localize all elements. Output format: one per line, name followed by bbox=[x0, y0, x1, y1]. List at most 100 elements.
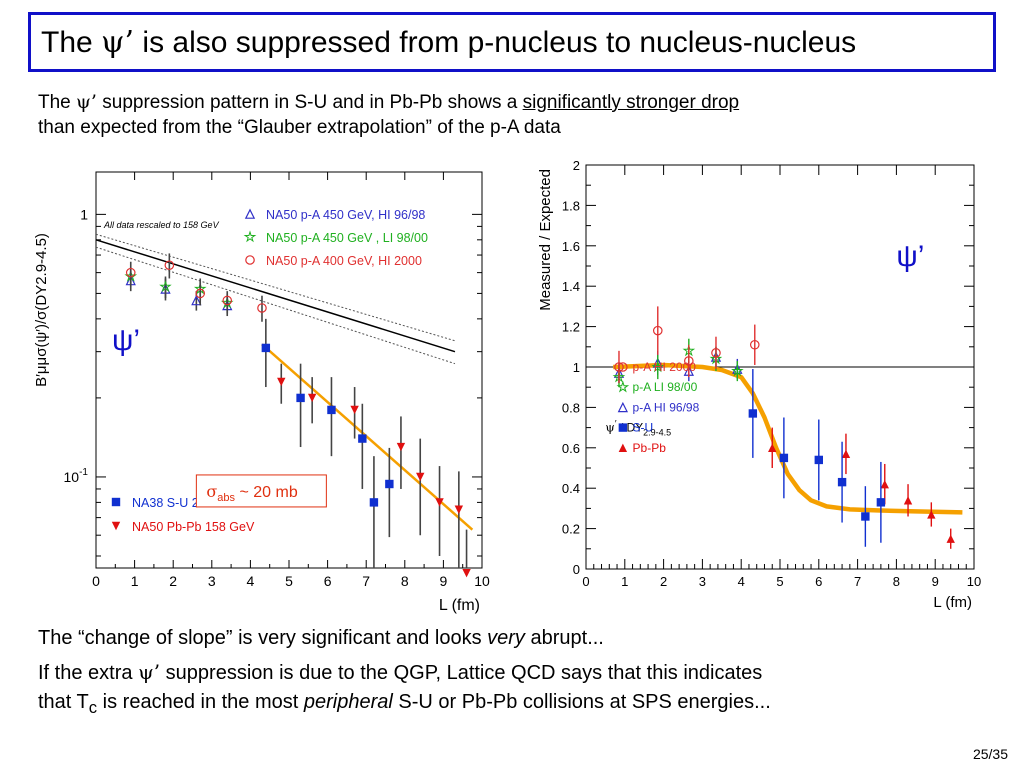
legend-label: NA50 p-A 450 GeV , LI 98/00 bbox=[266, 231, 428, 245]
data-point bbox=[385, 479, 394, 489]
data-point bbox=[779, 453, 789, 463]
slide-title: The ψ’ is also suppressed from p-nucleus… bbox=[41, 25, 857, 60]
x-tick-label: 10 bbox=[474, 573, 490, 589]
data-point bbox=[841, 449, 851, 459]
data-point bbox=[222, 295, 233, 306]
data-point bbox=[416, 472, 425, 482]
right-chart: 0 1 2 3 4 5 6 7 8 9 10 0 0.2 0.4 0.6 0.8 1 1.2 1.4 1.6 1.8 2 L… bbox=[537, 158, 981, 611]
x-tick-label: 1 bbox=[131, 573, 139, 589]
x-tick-label: 1 bbox=[621, 574, 628, 589]
bottom-line-3: that Tc is reached in the most periphera… bbox=[38, 691, 771, 717]
y-tick-label: 10-1 bbox=[64, 467, 89, 485]
x-tick-label: 4 bbox=[738, 574, 745, 589]
x-tick-label: 7 bbox=[854, 574, 861, 589]
series-1 bbox=[748, 369, 886, 547]
y-axis-label: B′μμσ(ψ′)/σ(DY2.9-4.5) bbox=[33, 233, 50, 387]
data-point bbox=[125, 267, 136, 278]
data-point bbox=[927, 510, 936, 519]
data-point bbox=[614, 362, 624, 372]
legend-label: p-A HI 96/98 bbox=[633, 400, 700, 414]
data-point bbox=[435, 498, 444, 507]
x-tick-label: 5 bbox=[776, 574, 783, 589]
data-point bbox=[651, 360, 665, 373]
y-tick-label: 1.6 bbox=[562, 239, 580, 254]
data-point bbox=[814, 455, 823, 465]
data-point bbox=[876, 498, 886, 507]
data-point bbox=[191, 294, 202, 306]
legend-marker bbox=[618, 423, 628, 432]
legend-marker bbox=[111, 521, 121, 531]
data-point bbox=[164, 260, 175, 271]
y-tick-label: 0.8 bbox=[562, 400, 580, 415]
series-4 bbox=[277, 363, 471, 578]
rescale-note: All data rescaled to 158 GeV bbox=[103, 220, 220, 230]
data-point bbox=[768, 443, 777, 452]
data-point bbox=[261, 343, 271, 353]
x-axis-label: L (fm) bbox=[933, 594, 972, 611]
y-tick-label: 1.8 bbox=[562, 198, 580, 213]
y-tick-label: 1.2 bbox=[562, 320, 580, 335]
y-axis-label: Measured / Expected bbox=[537, 169, 554, 311]
data-point bbox=[837, 477, 847, 487]
legend-marker bbox=[618, 443, 628, 452]
x-tick-label: 6 bbox=[324, 573, 332, 589]
intro-line-2: than expected from the “Glauber extrapol… bbox=[38, 117, 561, 138]
sigma-label: σabs ~ 20 mb bbox=[206, 482, 297, 504]
data-point bbox=[350, 405, 359, 415]
series-4 bbox=[614, 306, 760, 384]
legend-marker bbox=[245, 255, 255, 265]
x-tick-label: 2 bbox=[169, 573, 177, 589]
data-point bbox=[358, 434, 367, 443]
data-point bbox=[748, 409, 758, 418]
data-point bbox=[257, 303, 267, 313]
x-tick-label: 3 bbox=[699, 574, 706, 589]
data-point bbox=[396, 442, 406, 452]
bottom-line-1: The “change of slope” is very significan… bbox=[38, 627, 604, 649]
glauber-line bbox=[95, 239, 456, 353]
x-tick-label: 7 bbox=[362, 573, 370, 589]
glauber-upper-band bbox=[95, 233, 456, 342]
data-point bbox=[903, 496, 913, 505]
left-chart: 0 1 2 3 4 5 6 7 8 9 10 1 10-1 L (fm) B′μμσ(ψ′)/σ(DY2.9… bbox=[33, 171, 490, 614]
series-0 bbox=[768, 427, 955, 549]
legend-label: NA50 Pb-Pb 158 GeV bbox=[132, 520, 255, 534]
data-point bbox=[652, 325, 663, 336]
x-tick-label: 4 bbox=[247, 573, 255, 589]
legend-marker bbox=[244, 208, 256, 219]
x-tick-label: 6 bbox=[815, 574, 822, 589]
intro-text: The ψ’ suppression pattern in S-U and in… bbox=[38, 90, 998, 140]
legend-marker bbox=[616, 380, 630, 393]
x-tick-label: 10 bbox=[967, 574, 981, 589]
data-point bbox=[861, 512, 870, 521]
y-tick-label: 1 bbox=[80, 206, 88, 222]
data-point bbox=[462, 568, 471, 578]
x-tick-label: 9 bbox=[932, 574, 939, 589]
legend-label: NA50 p-A 450 GeV, HI 96/98 bbox=[266, 208, 425, 222]
legend-label: Pb-Pb bbox=[633, 441, 667, 455]
data-point bbox=[327, 405, 336, 415]
series-3 bbox=[261, 318, 394, 568]
sigma-box bbox=[195, 474, 327, 508]
data-point bbox=[195, 288, 206, 299]
bottom-line-2: If the extra ψ’ suppression is due to th… bbox=[38, 660, 763, 684]
legend-label: p-A HI 2000 bbox=[633, 360, 697, 374]
x-tick-label: 0 bbox=[582, 574, 589, 589]
title-box: The ψ’ is also suppressed from p-nucleus… bbox=[28, 12, 996, 72]
data-point bbox=[880, 479, 889, 489]
data-point bbox=[454, 505, 464, 514]
x-tick-label: 8 bbox=[893, 574, 900, 589]
x-tick-label: 3 bbox=[208, 573, 216, 589]
x-axis-label: L (fm) bbox=[439, 597, 480, 614]
data-point bbox=[711, 348, 721, 358]
data-point bbox=[731, 364, 744, 377]
legend-label: NA50 p-A 400 GeV, HI 2000 bbox=[266, 254, 422, 268]
x-tick-label: 9 bbox=[440, 573, 448, 589]
x-tick-label: 8 bbox=[401, 573, 409, 589]
data-point bbox=[749, 339, 760, 350]
y-tick-label: 1 bbox=[573, 360, 580, 375]
legend-marker bbox=[243, 230, 257, 243]
data-point bbox=[159, 280, 172, 293]
legend-marker bbox=[617, 401, 629, 413]
page-number: 25/35 bbox=[972, 746, 1008, 762]
legend-marker bbox=[111, 497, 121, 507]
